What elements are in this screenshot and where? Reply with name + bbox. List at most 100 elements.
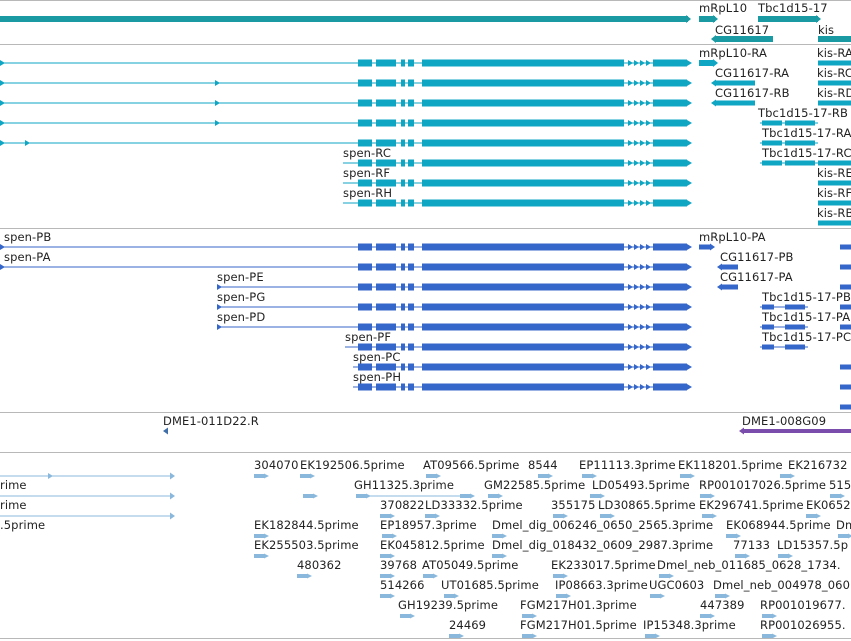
est-label[interactable]: RP001019677. <box>760 598 846 612</box>
est-label[interactable]: .5prime <box>0 518 46 532</box>
est-label[interactable]: Dmel_dig_018432_0609_2987.3prime <box>492 538 714 552</box>
transcript-label[interactable]: Tbc1d15-17-RB <box>758 106 849 120</box>
est-label[interactable]: EP18957.3prime <box>380 518 477 532</box>
est-label[interactable]: RP001017026.5prime <box>699 478 827 492</box>
est-label[interactable]: 480362 <box>297 558 342 572</box>
protein-label[interactable]: CG11617-PA <box>720 270 793 284</box>
protein-label[interactable]: spen-PF <box>345 330 392 344</box>
est-label[interactable]: Dm <box>836 518 851 532</box>
exon-block <box>659 574 669 578</box>
protein-label[interactable]: Tbc1d15-17-PA <box>762 310 851 324</box>
est-label[interactable]: FGM217H01.3prime <box>520 598 637 612</box>
strand-arrow-icon <box>686 15 691 23</box>
strand-arrow-icon <box>669 573 674 579</box>
est-label[interactable]: rime <box>0 498 27 512</box>
transcript-label[interactable]: CG11617-RB <box>715 86 790 100</box>
est-label[interactable]: GH11325.3prime <box>354 478 455 492</box>
transcript-label[interactable]: kis-RF <box>817 186 851 200</box>
est-label[interactable]: GH19239.5prime <box>398 598 499 612</box>
protein-label[interactable]: CG11617-PB <box>720 250 794 264</box>
strand-arrow-icon <box>687 244 692 250</box>
strand-arrow-icon <box>502 533 507 539</box>
est-label[interactable]: 514266 <box>380 578 425 592</box>
gene-label[interactable]: kis <box>818 23 835 37</box>
exon-block <box>401 159 405 167</box>
gene-label[interactable]: Tbc1d15-17 <box>758 1 828 15</box>
est-label[interactable]: rime <box>0 478 27 492</box>
protein-label[interactable]: spen-PD <box>217 310 266 324</box>
est-label[interactable]: EK118201.5prime <box>678 458 783 472</box>
est-label[interactable]: 39768 <box>380 558 418 572</box>
est-label[interactable]: UT01685.5prime <box>441 578 539 592</box>
marker-label[interactable]: DME1-011D22.R <box>163 414 259 428</box>
marker-label[interactable]: DME1-008G09 <box>742 414 827 428</box>
est-label[interactable]: RP001026955. <box>760 618 846 632</box>
est-label[interactable]: EP11113.3prime <box>579 458 676 472</box>
exon-block <box>401 119 405 127</box>
est-label[interactable]: Dmel_neb_011685_0628_1734. <box>657 558 841 572</box>
transcript-label[interactable]: Tbc1d15-17-RC <box>762 146 851 160</box>
transcript-label[interactable]: kis-RA <box>817 46 851 60</box>
transcript-label[interactable]: kis-RB <box>817 206 851 220</box>
transcript-label[interactable]: spen-RF <box>343 166 391 180</box>
exon-block <box>806 514 816 518</box>
transcript-label[interactable]: spen-RC <box>343 146 391 160</box>
est-label[interactable]: EK045812.5prime <box>380 538 485 552</box>
transcript-label[interactable]: CG11617-RA <box>715 66 790 80</box>
est-label[interactable]: EK296741.5prime <box>699 498 804 512</box>
protein-label[interactable]: spen-PB <box>4 230 52 244</box>
exon-block <box>653 79 687 87</box>
est-label[interactable]: 8544 <box>528 458 558 472</box>
est-label[interactable]: 304070 <box>254 458 299 472</box>
est-label[interactable]: Dmel_dig_006246_0650_2565.3prime <box>492 518 714 532</box>
strand-arrow-icon <box>628 324 633 330</box>
est-label[interactable]: Dmel_neb_004978_060 <box>713 578 850 592</box>
est-label[interactable]: GM22585.5prime <box>484 478 586 492</box>
est-label[interactable]: LD33332.5prime <box>425 498 523 512</box>
est-label[interactable]: EK068944.5prime <box>726 518 831 532</box>
est-label[interactable]: IP15348.3prime <box>643 618 736 632</box>
transcript-label[interactable]: kis-RC <box>817 66 851 80</box>
exon-block <box>742 429 851 433</box>
protein-label[interactable]: spen-PE <box>217 270 264 284</box>
transcript-label[interactable]: kis-RE <box>817 166 851 180</box>
est-label[interactable]: 355175 <box>551 498 596 512</box>
protein-label[interactable]: spen-PA <box>4 250 51 264</box>
est-label[interactable]: 447389 <box>700 598 745 612</box>
est-label[interactable]: LD15357.5p <box>777 538 849 552</box>
protein-label[interactable]: spen-PG <box>217 290 266 304</box>
exon-block <box>422 139 624 147</box>
est-label[interactable]: FGM217H01.5prime <box>520 618 637 632</box>
protein-label[interactable]: spen-PC <box>353 350 401 364</box>
est-label[interactable]: AT09566.5prime <box>423 458 520 472</box>
transcript-label[interactable]: Tbc1d15-17-RA <box>762 126 851 140</box>
exon-block <box>408 119 414 127</box>
protein-label[interactable]: Tbc1d15-17-PC <box>762 330 851 344</box>
est-label[interactable]: UGC0603 <box>649 578 705 592</box>
est-label[interactable]: EK182844.5prime <box>254 518 359 532</box>
gene-label[interactable]: CG11617 <box>715 23 770 37</box>
protein-label[interactable]: Tbc1d15-17-PB <box>762 290 851 304</box>
protein-label[interactable]: mRpL10-PA <box>699 230 766 244</box>
est-label[interactable]: EK216732 <box>788 458 848 472</box>
est-label[interactable]: EK192506.5prime <box>300 458 405 472</box>
est-label[interactable]: 77133 <box>733 538 771 552</box>
strand-arrow-icon <box>0 140 5 146</box>
est-label[interactable]: EK233017.5prime <box>551 558 656 572</box>
est-label[interactable]: IP08663.3prime <box>555 578 648 592</box>
transcript-label[interactable]: spen-RH <box>343 186 393 200</box>
est-label[interactable]: 24469 <box>449 618 487 632</box>
est-label[interactable]: EK255503.5prime <box>254 538 359 552</box>
est-label[interactable]: LD05493.5prime <box>592 478 690 492</box>
est-label[interactable]: LD30865.5prime <box>598 498 696 512</box>
est-label[interactable]: 370822 <box>380 498 425 512</box>
est-label[interactable]: AT05049.5prime <box>422 558 519 572</box>
exon-block <box>0 16 688 22</box>
protein-label[interactable]: spen-PH <box>353 370 402 384</box>
transcript-label[interactable]: mRpL10-RA <box>699 46 767 60</box>
transcript-label[interactable]: kis-RD <box>817 86 851 100</box>
exon-block <box>400 614 410 618</box>
est-label[interactable]: EK0652 <box>806 498 851 512</box>
est-label[interactable]: 5154 <box>829 478 851 492</box>
gene-label[interactable]: mRpL10 <box>699 1 748 15</box>
